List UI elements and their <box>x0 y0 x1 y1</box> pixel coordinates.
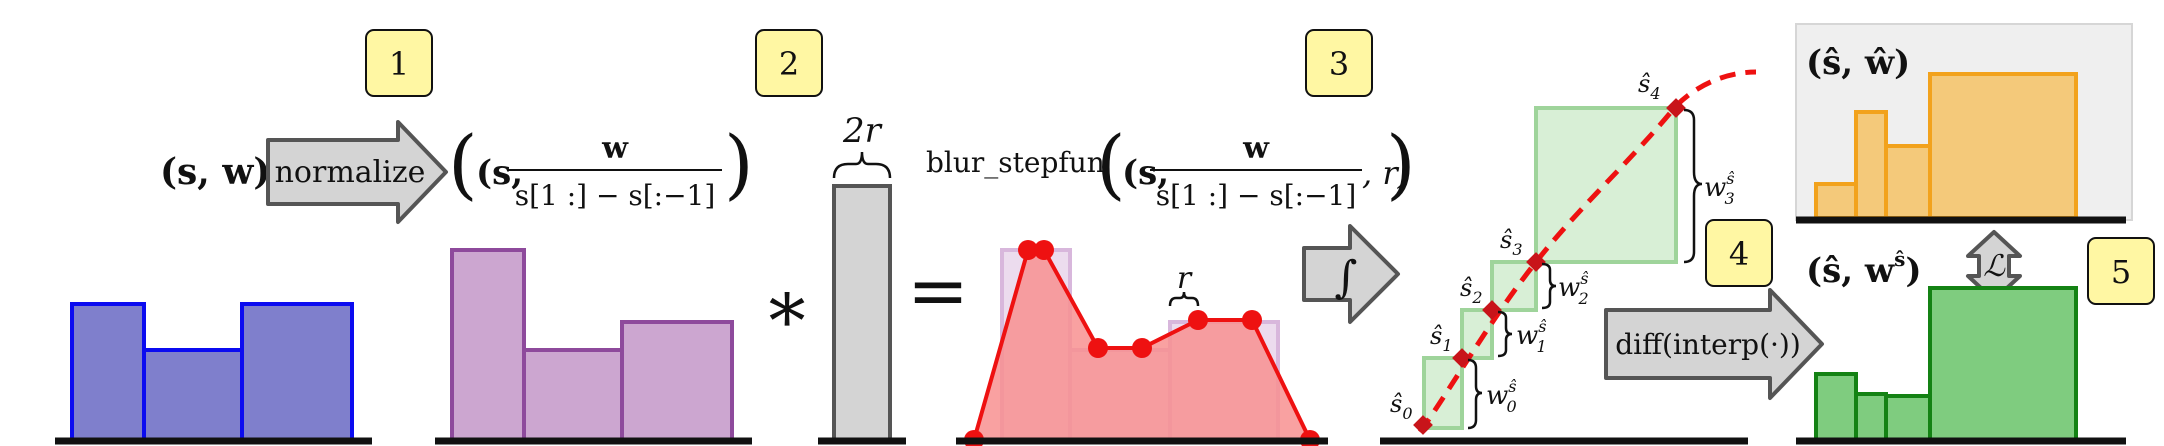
result-bar-1 <box>1814 372 1858 442</box>
target-bar-4 <box>1928 72 2078 220</box>
cdf-point-label-0: ŝ0 <box>1390 390 1413 423</box>
paren-close-big: ) <box>724 119 754 208</box>
kernel-bar <box>832 184 892 442</box>
blur-paren-close: ) <box>1386 119 1416 208</box>
radius-brace <box>1168 291 1200 307</box>
integral-symbol: ∫ <box>1335 252 1358 303</box>
blue-histogram <box>55 302 372 445</box>
step-box-4: 4 <box>1705 219 1773 287</box>
target-bar-3 <box>1884 144 1932 220</box>
cdf-plot: ŝ0 ŝ1 ŝ2 ŝ3 ŝ4 wŝ 0 wŝ 1 wŝ 2 wŝ 3 <box>1380 69 1757 445</box>
blur-frac-num: w <box>1242 131 1270 166</box>
step-box-2: 2 <box>755 29 823 97</box>
output-prefix: (s, <box>476 153 523 193</box>
result-bar-4 <box>1928 286 2078 442</box>
step-number-5: 5 <box>2111 253 2131 291</box>
svg-text:ŝ4: ŝ4 <box>1638 70 1661 103</box>
cdf-knot <box>1413 415 1433 435</box>
weight-brace-1 <box>1497 310 1513 358</box>
blur-knot <box>1188 310 1208 330</box>
weight-label-3: wŝ 3 <box>1704 169 1735 208</box>
cdf-point-label-4: ŝ4 <box>1638 70 1661 103</box>
kernel-box: 2r <box>818 111 906 445</box>
blur-frac-den: s[1 :] − s[:−1] <box>1156 179 1357 212</box>
purple-histogram <box>435 248 752 445</box>
weight-label-1: wŝ 1 <box>1516 317 1547 356</box>
input-label: (s, w) <box>160 151 270 193</box>
target-label: (ŝ, ŵ) <box>1806 43 1910 83</box>
blur-knot <box>1034 240 1054 260</box>
weight-label-2: wŝ 2 <box>1558 269 1589 308</box>
radius-label: r <box>1177 261 1193 296</box>
step-number-2: 2 <box>779 45 799 83</box>
blur-fn-name: blur_stepfun <box>926 146 1105 179</box>
result-bar-2 <box>1854 392 1888 442</box>
target-panel: (ŝ, ŵ) <box>1795 23 2133 224</box>
blue-bar-1 <box>70 302 146 442</box>
cdf-point-label-2: ŝ2 <box>1460 274 1483 307</box>
step-box-5: 5 <box>2087 237 2155 305</box>
kernel-brace <box>832 151 892 179</box>
output-frac-den: s[1 :] − s[:−1] <box>515 179 716 212</box>
cdf-knot <box>1482 300 1502 320</box>
blur-knot <box>1018 240 1038 260</box>
step-number-3: 3 <box>1329 45 1349 83</box>
cdf-point-label-1: ŝ1 <box>1430 322 1453 355</box>
cdf-knot <box>1666 98 1686 118</box>
step-box-1: 1 <box>365 29 433 97</box>
svg-text:ŝ2: ŝ2 <box>1460 274 1483 307</box>
cdf-knots <box>1413 98 1686 435</box>
paren-open-big: ( <box>448 119 478 208</box>
weight-label-0: wŝ 0 <box>1486 377 1517 416</box>
step-number-4: 4 <box>1729 235 1749 273</box>
integral-arrow: ∫ <box>1302 224 1400 324</box>
cdf-knot <box>1452 348 1472 368</box>
blur-label: blur_stepfun ( (s, w s[1 :] − s[:−1] , r… <box>926 119 1416 212</box>
blur-suffix: , r) <box>1362 154 1410 192</box>
output-frac-num: w <box>601 131 629 166</box>
convolve-symbol: ∗ <box>762 264 812 350</box>
equals-symbol: = <box>907 248 969 334</box>
kernel-label: 2r <box>842 111 883 151</box>
svg-text:ŝ3: ŝ3 <box>1500 226 1523 259</box>
result-bar-3 <box>1884 394 1932 442</box>
svg-text:ŝ0: ŝ0 <box>1390 390 1413 423</box>
svg-text:ŝ1: ŝ1 <box>1430 322 1453 355</box>
cdf-step-1 <box>1460 308 1494 360</box>
normalize-arrow: normalize <box>266 120 448 224</box>
blur-prefix: (s, <box>1122 153 1169 193</box>
blurred-histogram: r <box>956 240 1328 446</box>
cdf-knot <box>1526 252 1546 272</box>
normalize-label: normalize <box>275 155 426 190</box>
blur-paren-open: ( <box>1096 119 1126 208</box>
blue-bar-2 <box>142 348 244 442</box>
target-bar-2 <box>1854 110 1888 220</box>
weight-brace-3 <box>1683 108 1703 264</box>
cdf-point-label-3: ŝ3 <box>1500 226 1523 259</box>
blur-knot <box>1088 338 1108 358</box>
diff-interp-label: diff(interp(·)) <box>1615 328 1801 361</box>
blue-bar-3 <box>240 302 354 442</box>
normalized-output-label: ( (s, w s[1 :] − s[:−1] ) <box>448 119 754 212</box>
blur-knot <box>1132 338 1152 358</box>
loss-symbol: ℒ <box>1983 249 2006 284</box>
loss-arrow: ℒ <box>1966 230 2022 302</box>
target-bar-1 <box>1814 182 1858 220</box>
purple-bar-1 <box>450 248 526 442</box>
purple-bar-3 <box>620 320 734 442</box>
result-label: (ŝ, wŝ) <box>1806 247 1922 291</box>
diff-interp-arrow: diff(interp(·)) <box>1604 288 1824 400</box>
blur-knot <box>1242 310 1262 330</box>
step-box-3: 3 <box>1305 29 1373 97</box>
weight-brace-0 <box>1467 358 1483 430</box>
weight-brace-2 <box>1541 262 1557 310</box>
result-panel: (ŝ, wŝ) <box>1796 247 2126 445</box>
cdf-step-0 <box>1422 356 1464 430</box>
step-number-1: 1 <box>389 45 409 83</box>
purple-bar-2 <box>522 348 624 442</box>
